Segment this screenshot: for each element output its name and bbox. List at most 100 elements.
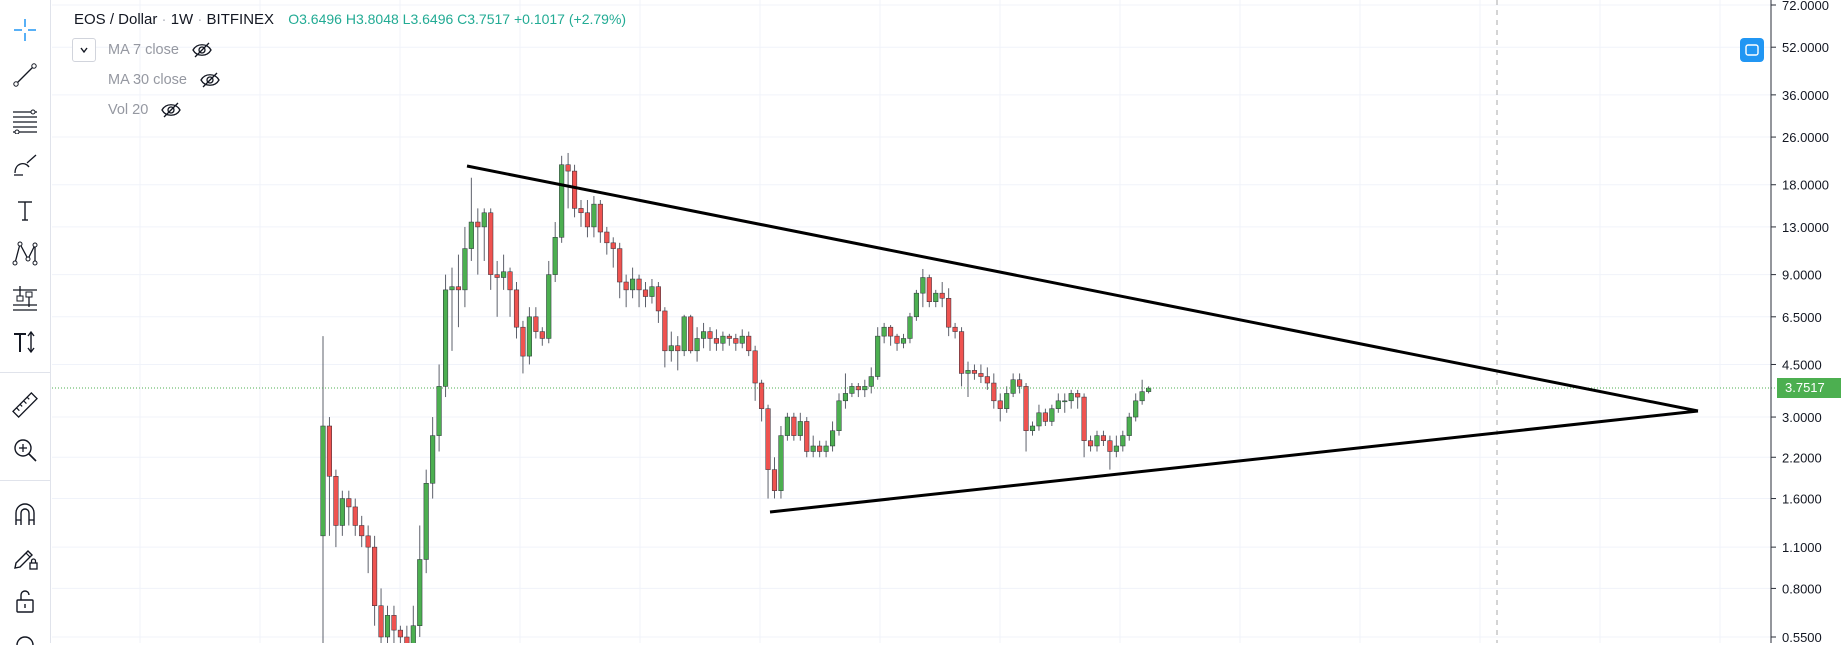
candle-body (423, 483, 429, 560)
candle (397, 625, 403, 643)
collapse-legend-button[interactable] (72, 38, 96, 62)
candle-body (604, 231, 610, 244)
candle-body (326, 425, 332, 477)
candle-body (713, 338, 720, 344)
price-chart[interactable]: 72.0000 52.0000 36.0000 26.0000 18.0000 13.00… (0, 0, 1841, 643)
candle (862, 379, 868, 398)
candle (436, 364, 442, 452)
candle-body (617, 248, 623, 283)
candle-body (642, 289, 649, 297)
candles (320, 152, 1152, 643)
candle-body (1036, 412, 1042, 427)
pattern-icon[interactable] (5, 233, 45, 273)
fib-retracement-icon[interactable] (5, 100, 45, 140)
brush-icon[interactable] (5, 145, 45, 185)
candle (455, 254, 461, 328)
candle-body (436, 386, 442, 436)
candle-body (810, 445, 816, 452)
candle (546, 260, 552, 344)
candle-body (404, 636, 410, 643)
hidden-eye-icon[interactable] (191, 42, 213, 58)
candle-body (946, 297, 952, 328)
candle (468, 177, 474, 261)
candle (378, 588, 384, 643)
indicator-row-ma7[interactable]: MA 7 close (72, 38, 213, 62)
candle (701, 322, 707, 349)
magnet-icon[interactable] (5, 493, 45, 533)
indicator-label: MA 30 close (108, 72, 187, 88)
candle (1113, 435, 1119, 458)
hidden-eye-icon[interactable] (160, 102, 182, 118)
trend-line-icon[interactable] (5, 55, 45, 95)
candle (326, 417, 332, 536)
candle (410, 605, 416, 643)
candle (952, 322, 958, 339)
candle-body (630, 278, 636, 291)
crosshair-icon[interactable] (5, 10, 45, 50)
candle (513, 282, 520, 339)
candle (778, 425, 784, 499)
candle-body (668, 345, 674, 352)
fullscreen-icon (1745, 44, 1759, 56)
candle-body (771, 469, 778, 491)
candle-body (320, 425, 326, 537)
text-tools-icon[interactable] (5, 322, 45, 362)
eraser-icon[interactable] (5, 623, 45, 663)
candle (449, 267, 455, 351)
candle-body (339, 498, 345, 526)
candle-body (1055, 400, 1061, 409)
ruler-icon[interactable] (5, 385, 45, 425)
candle (443, 274, 449, 398)
candle (610, 237, 616, 268)
candle (1029, 421, 1036, 436)
candle (1049, 404, 1055, 426)
lock-icon[interactable] (5, 581, 45, 621)
candle-body (791, 416, 797, 436)
stay-in-drawing-mode-icon[interactable] (5, 537, 45, 577)
triangle-upper-trendline[interactable] (466, 164, 1699, 413)
interval-label[interactable]: 1W (170, 11, 194, 28)
candle (668, 331, 674, 362)
candle-body (907, 316, 913, 339)
candle (475, 208, 481, 275)
candle (507, 267, 513, 317)
candle-body (784, 416, 790, 436)
prediction-icon[interactable] (5, 277, 45, 317)
candle-body (842, 393, 849, 402)
triangle-lower-trendline[interactable] (769, 409, 1699, 514)
candle (1036, 404, 1042, 431)
ohlc-values: O3.6496 H3.8048 L3.6496 C3.7517 +0.1017 … (288, 11, 627, 27)
price-axis[interactable]: 72.0000 52.0000 36.0000 26.0000 18.0000 13.00… (1771, 0, 1829, 643)
candle-body (862, 386, 868, 391)
candle-body (900, 338, 907, 344)
candle (630, 267, 636, 299)
chevron-down-icon (80, 47, 88, 54)
fullscreen-button[interactable] (1740, 38, 1764, 62)
candle-body (1029, 425, 1036, 431)
candle (539, 327, 545, 346)
candle (372, 535, 378, 626)
candle (752, 345, 758, 401)
candle (520, 320, 526, 374)
candle-body (513, 289, 520, 328)
hidden-eye-icon[interactable] (199, 72, 221, 88)
candle-body (584, 212, 591, 228)
indicator-row-vol[interactable]: Vol 20 (108, 98, 182, 122)
candle (572, 164, 578, 218)
candle-body (984, 376, 990, 384)
candle (359, 515, 365, 548)
candle-body (868, 376, 874, 387)
indicator-row-ma30[interactable]: MA 30 close (108, 68, 221, 92)
symbol-name[interactable]: EOS / Dollar (74, 11, 158, 28)
candle (604, 226, 610, 255)
candle (784, 412, 790, 441)
candle-body (430, 435, 436, 484)
candle-body (591, 203, 597, 228)
text-icon[interactable] (5, 190, 45, 230)
zoom-in-icon[interactable] (5, 430, 45, 470)
price-tick-label: 1.6000 (1782, 492, 1822, 507)
candle (1010, 373, 1016, 398)
candle (623, 274, 629, 308)
candle (649, 279, 655, 304)
candle-body (933, 292, 939, 303)
